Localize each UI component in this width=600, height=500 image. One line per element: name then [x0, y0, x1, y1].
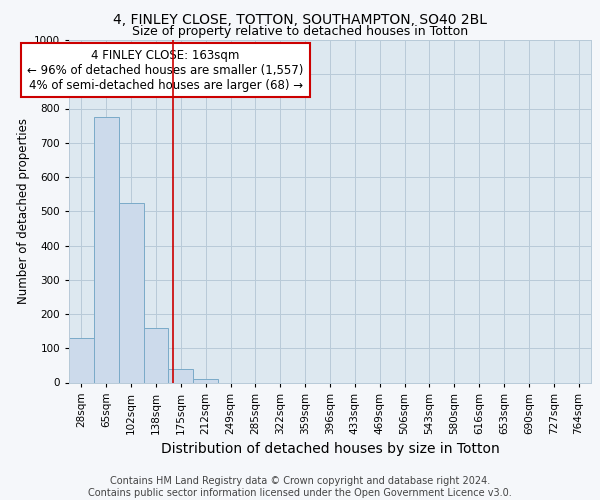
Bar [169, 369, 193, 382]
Bar [143, 328, 169, 382]
Text: Contains HM Land Registry data © Crown copyright and database right 2024.
Contai: Contains HM Land Registry data © Crown c… [88, 476, 512, 498]
Bar [193, 379, 218, 382]
Text: 4, FINLEY CLOSE, TOTTON, SOUTHAMPTON, SO40 2BL: 4, FINLEY CLOSE, TOTTON, SOUTHAMPTON, SO… [113, 12, 487, 26]
Y-axis label: Number of detached properties: Number of detached properties [17, 118, 29, 304]
Bar [94, 117, 119, 382]
Bar [119, 202, 143, 382]
Bar [69, 338, 94, 382]
Text: Size of property relative to detached houses in Totton: Size of property relative to detached ho… [132, 25, 468, 38]
X-axis label: Distribution of detached houses by size in Totton: Distribution of detached houses by size … [161, 442, 499, 456]
Text: 4 FINLEY CLOSE: 163sqm
← 96% of detached houses are smaller (1,557)
4% of semi-d: 4 FINLEY CLOSE: 163sqm ← 96% of detached… [28, 48, 304, 92]
